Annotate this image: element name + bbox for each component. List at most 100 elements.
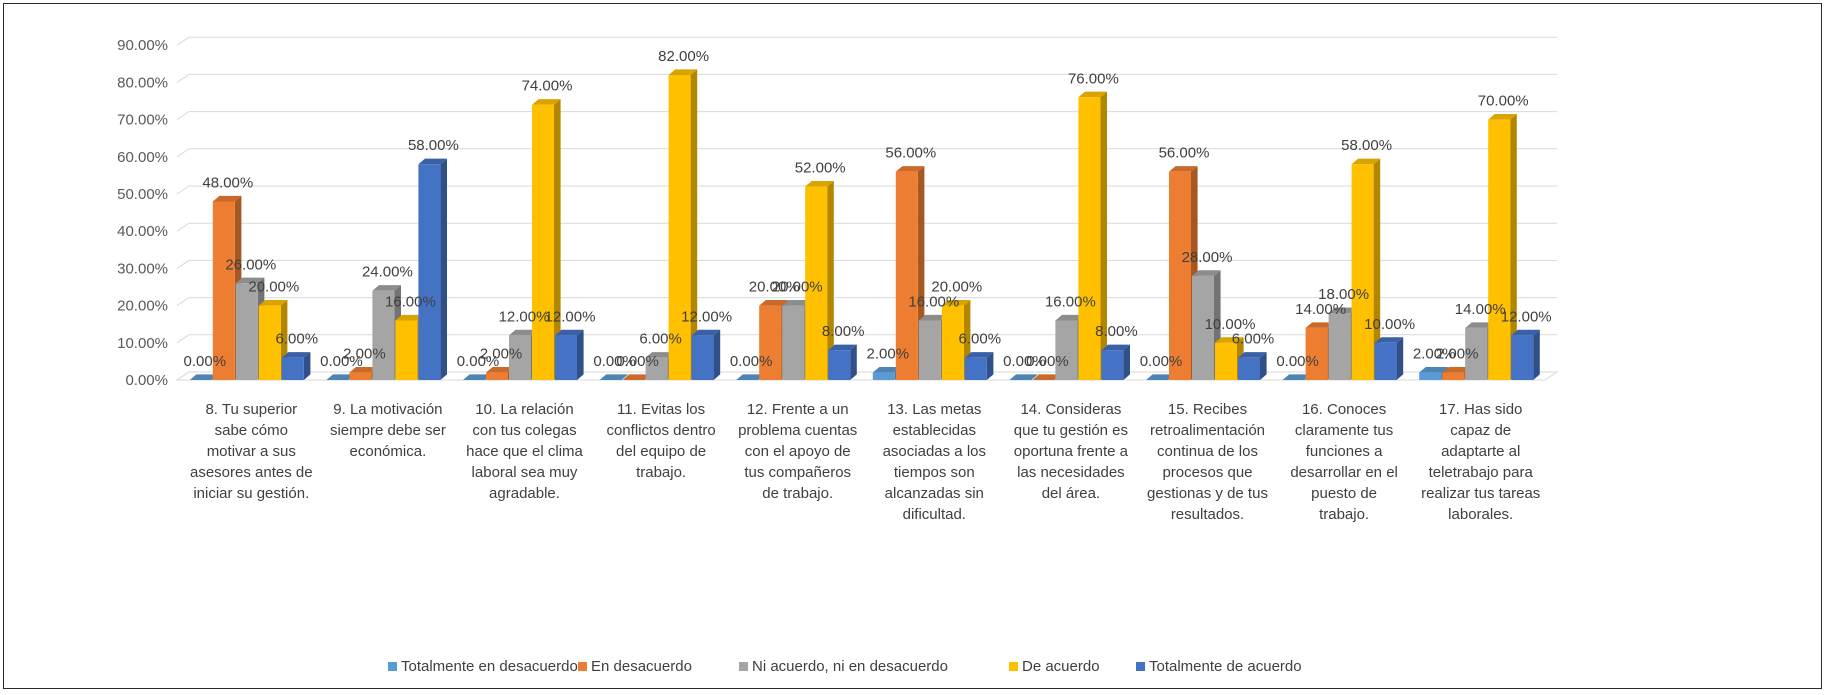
y-tick-label: 50.00% (117, 186, 168, 203)
data-label: 0.00% (1140, 353, 1183, 370)
bar (532, 99, 561, 381)
legend-item: En desacuerdo (578, 658, 692, 675)
y-tick-label: 40.00% (117, 223, 168, 240)
category-label: 12. Frente a un problema cuentas con el ap… (738, 401, 857, 502)
legend-label: Ni acuerdo, ni en desacuerdo (752, 658, 948, 675)
data-label: 58.00% (408, 137, 459, 154)
data-label: 6.00% (959, 331, 1002, 348)
chart-canvas: 0.00% 10.00% 20.00% 30.00% 40.00% 50.00% 60.00… (117, 36, 1559, 675)
y-tick-label: 70.00% (117, 112, 168, 129)
data-label: 58.00% (1341, 137, 1392, 154)
gridline (176, 111, 1557, 121)
bar (1146, 374, 1175, 380)
bar (1009, 374, 1038, 380)
y-tick-label: 0.00% (125, 372, 168, 389)
data-label: 2.00% (1436, 346, 1479, 363)
bar (805, 180, 834, 380)
category-label: 8. Tu superior sabe cómo motivar a sus ases… (190, 401, 313, 502)
data-label: 26.00% (225, 256, 276, 273)
bar (1238, 352, 1267, 380)
data-label: 16.00% (908, 293, 959, 310)
data-label: 0.00% (593, 353, 636, 370)
data-label: 14.00% (1455, 301, 1506, 318)
category-label: 15. Recibes retroalimentación continua de … (1147, 401, 1268, 523)
category-label: 10. La relación con tus colegas hace que e… (466, 401, 583, 502)
y-tick-label: 90.00% (117, 37, 168, 54)
data-label: 48.00% (202, 174, 253, 191)
data-label: 0.00% (616, 353, 659, 370)
data-label: 12.00% (499, 308, 550, 325)
legend-swatch (388, 662, 397, 671)
data-label: 6.00% (1232, 331, 1275, 348)
bars (189, 69, 1540, 381)
data-label: 20.00% (248, 279, 299, 296)
legend-label: Totalmente en desacuerdo (401, 658, 578, 675)
y-tick-label: 30.00% (117, 260, 168, 277)
data-label: 14.00% (1295, 301, 1346, 318)
data-label: 0.00% (1003, 353, 1046, 370)
data-label: 0.00% (320, 353, 363, 370)
data-label: 70.00% (1478, 93, 1529, 110)
y-tick-label: 10.00% (117, 335, 168, 352)
bar (326, 374, 355, 380)
legend-swatch (1009, 662, 1018, 671)
category-label: 16. Conoces claramente tus funciones a desa… (1290, 401, 1398, 523)
data-label: 18.00% (1318, 286, 1369, 303)
bar (1374, 337, 1404, 380)
data-label: 76.00% (1068, 70, 1119, 87)
legend: Totalmente en desacuerdo En desacuerdo Ni … (388, 658, 1302, 675)
gridline (176, 185, 1557, 195)
bar (281, 352, 311, 380)
data-label: 8.00% (1095, 323, 1138, 340)
data-label: 24.00% (362, 264, 413, 281)
bar (599, 374, 629, 380)
bar (1078, 91, 1107, 381)
bar (668, 69, 698, 381)
data-label: 2.00% (1413, 346, 1456, 363)
gridline (176, 222, 1557, 232)
bar (622, 374, 652, 380)
data-label: 20.00% (772, 279, 823, 296)
data-label: 56.00% (885, 145, 936, 162)
y-axis: 0.00% 10.00% 20.00% 30.00% 40.00% 50.00% 60.00… (117, 37, 168, 389)
y-tick-label: 20.00% (117, 298, 168, 315)
legend-label: En desacuerdo (591, 658, 692, 675)
legend-label: De acuerdo (1022, 658, 1100, 675)
gridline (176, 73, 1557, 83)
bar (1488, 114, 1517, 380)
chart-frame: 0.00% 10.00% 20.00% 30.00% 40.00% 50.00% 60.00… (3, 3, 1822, 689)
bar (1101, 344, 1130, 380)
data-label: 12.00% (1501, 308, 1552, 325)
legend-swatch (739, 662, 748, 671)
data-label: 0.00% (1276, 353, 1319, 370)
legend-item: De acuerdo (1009, 658, 1100, 675)
bar (941, 300, 971, 380)
data-label: 10.00% (1205, 316, 1256, 333)
data-label: 2.00% (480, 346, 523, 363)
data-label: 56.00% (1159, 145, 1210, 162)
category-labels: 8. Tu superior sabe cómo motivar a sus ases… (190, 401, 1540, 523)
y-tick-label: 60.00% (117, 149, 168, 166)
data-label: 6.00% (639, 331, 682, 348)
gridlines (175, 36, 1559, 381)
data-label: 2.00% (343, 346, 386, 363)
bar (1351, 158, 1381, 380)
data-label: 28.00% (1182, 249, 1233, 266)
category-label: 11. Evitas los conflictos dentro del equip… (606, 401, 715, 481)
category-label: 17. Has sido capaz de adaptarte al teletrab… (1421, 401, 1540, 523)
bar (1282, 374, 1312, 380)
data-labels: 0.00%48.00%26.00%20.00%6.00%0.00%2.00%24… (184, 48, 1552, 370)
data-label: 0.00% (1026, 353, 1069, 370)
data-label: 82.00% (658, 48, 709, 65)
data-label: 0.00% (184, 353, 227, 370)
data-label: 20.00% (749, 279, 800, 296)
bar (691, 329, 721, 380)
data-label: 0.00% (457, 353, 500, 370)
bar (1511, 329, 1540, 380)
data-label: 6.00% (276, 331, 319, 348)
bar (463, 374, 492, 380)
legend-item: Ni acuerdo, ni en desacuerdo (739, 658, 948, 675)
legend-label: Totalmente de acuerdo (1149, 658, 1302, 675)
data-label: 52.00% (795, 160, 846, 177)
data-label: 20.00% (931, 279, 982, 296)
